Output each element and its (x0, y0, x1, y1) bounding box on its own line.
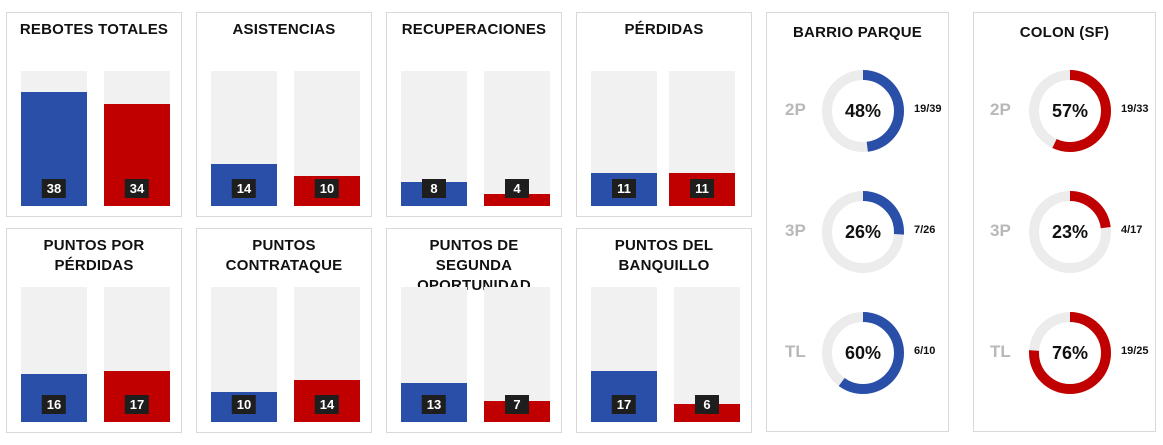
bar-value-away: 17 (124, 395, 150, 414)
shot-ratio: 19/39 (914, 103, 942, 115)
bar-track-away: 7 (484, 287, 550, 422)
shooting-panel-barrio-parque: BARRIO PARQUE 2P 48% 19/39 3P 26% 7/26 T… (766, 12, 949, 432)
bar-track-away: 10 (294, 71, 360, 206)
shot-type-label: 2P (785, 100, 806, 119)
bar-value-home: 11 (612, 179, 636, 198)
card-title: ASISTENCIAS (232, 21, 336, 38)
bar-track-away: 34 (104, 71, 170, 206)
bar-track-home: 14 (211, 71, 277, 206)
stat-card-puntos-banquillo: PUNTOS DEL BANQUILLO 17 6 (576, 228, 752, 433)
bar-track-home: 16 (21, 287, 87, 422)
card-title: REBOTES TOTALES (19, 21, 169, 38)
shot-ratio: 6/10 (914, 345, 936, 357)
shot-percentage: 76% (1051, 343, 1089, 363)
bar-value-away: 6 (695, 395, 719, 414)
card-title: PÉRDIDAS (624, 21, 704, 38)
donut-arc (822, 70, 904, 152)
bar-track-home: 38 (21, 71, 87, 206)
shot-row-2p: 2P 57% 19/33 (974, 66, 1155, 156)
shot-type-label: TL (785, 342, 806, 361)
stat-card-asistencias: ASISTENCIAS 14 10 (196, 12, 372, 217)
bar-track-away: 6 (674, 287, 740, 422)
shot-ratio: 19/25 (1121, 345, 1149, 357)
stat-card-puntos-contrataque: PUNTOS CONTRATAQUE 10 14 (196, 228, 372, 433)
bar-value-away: 4 (505, 179, 529, 198)
bar-track-away: 11 (669, 71, 735, 206)
card-title: PUNTOS CONTRATAQUE (225, 237, 343, 274)
bar-track-home: 13 (401, 287, 467, 422)
bar-value-home: 13 (421, 395, 447, 414)
donut-chart (822, 312, 904, 394)
bar-value-home: 16 (41, 395, 67, 414)
shot-type-label: 3P (785, 221, 806, 240)
card-title: PUNTOS DEL BANQUILLO (614, 237, 714, 274)
bar-track-home: 11 (591, 71, 657, 206)
shot-percentage: 57% (1051, 101, 1089, 121)
donut-chart (822, 191, 904, 273)
shot-row-2p: 2P 48% 19/39 (767, 66, 948, 156)
shot-percentage: 60% (844, 343, 882, 363)
panel-title: BARRIO PARQUE (793, 24, 922, 41)
donut-arc (822, 312, 904, 394)
shot-type-label: 3P (990, 221, 1011, 240)
bar-value-home: 38 (41, 179, 67, 198)
shot-percentage: 48% (844, 101, 882, 121)
donut-chart (1029, 312, 1111, 394)
bar-value-home: 14 (231, 179, 257, 198)
donut-chart (1029, 70, 1111, 152)
bar-value-away: 11 (690, 179, 714, 198)
donut-arc (822, 191, 904, 273)
shot-ratio: 7/26 (914, 224, 936, 236)
bar-track-home: 8 (401, 71, 467, 206)
bar-value-away: 14 (314, 395, 340, 414)
donut-chart (822, 70, 904, 152)
bar-value-away: 7 (505, 395, 529, 414)
card-title: RECUPERACIONES (401, 21, 547, 38)
bar-value-away: 10 (314, 179, 340, 198)
bar-value-home: 8 (422, 179, 446, 198)
stat-card-recuperaciones: RECUPERACIONES 8 4 (386, 12, 562, 217)
bar-track-home: 17 (591, 287, 657, 422)
card-title: PUNTOS POR PÉRDIDAS (43, 237, 145, 274)
shot-row-3p: 3P 26% 7/26 (767, 187, 948, 277)
stat-card-puntos-segunda-oportunidad: PUNTOS DE SEGUNDA OPORTUNIDAD 13 7 (386, 228, 562, 433)
donut-chart (1029, 191, 1111, 273)
stat-card-perdidas: PÉRDIDAS 11 11 (576, 12, 752, 217)
shot-ratio: 19/33 (1121, 103, 1149, 115)
donut-arc (1029, 312, 1111, 394)
shot-percentage: 23% (1051, 222, 1089, 242)
donut-arc (1029, 70, 1111, 152)
shot-row-tl: TL 60% 6/10 (767, 308, 948, 398)
bar-track-away: 14 (294, 287, 360, 422)
panel-title: COLON (SF) (1019, 24, 1110, 41)
bar-track-away: 17 (104, 287, 170, 422)
shot-type-label: TL (990, 342, 1011, 361)
bar-value-home: 10 (231, 395, 257, 414)
bar-away (484, 194, 550, 206)
shot-row-tl: TL 76% 19/25 (974, 308, 1155, 398)
stat-card-puntos-por-perdidas: PUNTOS POR PÉRDIDAS 16 17 (6, 228, 182, 433)
bar-value-away: 34 (124, 179, 150, 198)
shot-row-3p: 3P 23% 4/17 (974, 187, 1155, 277)
donut-arc (1029, 191, 1111, 273)
shot-ratio: 4/17 (1121, 224, 1143, 236)
shot-type-label: 2P (990, 100, 1011, 119)
shot-percentage: 26% (844, 222, 882, 242)
stat-card-rebotes: REBOTES TOTALES 38 34 (6, 12, 182, 217)
bar-track-home: 10 (211, 287, 277, 422)
bar-track-away: 4 (484, 71, 550, 206)
bar-value-home: 17 (611, 395, 637, 414)
shooting-panel-colon-sf: COLON (SF) 2P 57% 19/33 3P 23% 4/17 TL 7… (973, 12, 1156, 432)
